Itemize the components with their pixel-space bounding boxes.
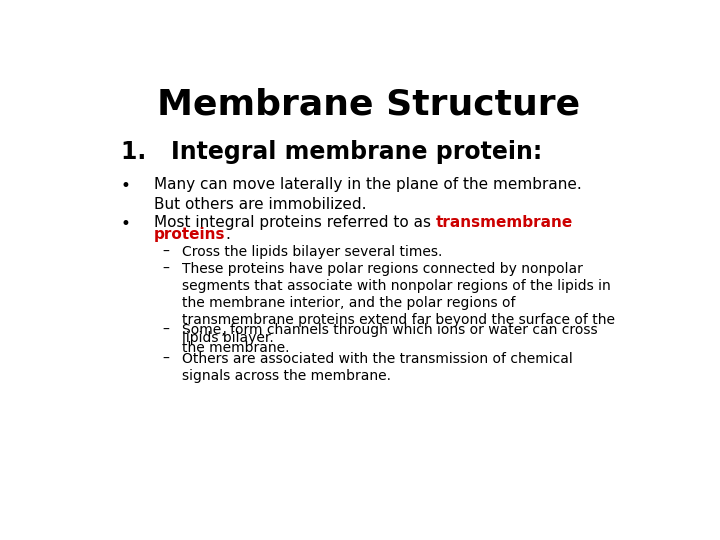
- Text: transmembrane: transmembrane: [436, 215, 573, 231]
- Text: –: –: [163, 261, 169, 275]
- Text: proteins: proteins: [154, 227, 225, 242]
- Text: –: –: [163, 323, 169, 337]
- Text: •: •: [121, 177, 130, 195]
- Text: Some, form channels through which ions or water can cross
the membrane.: Some, form channels through which ions o…: [182, 323, 598, 355]
- Text: –: –: [163, 352, 169, 366]
- Text: Cross the lipids bilayer several times.: Cross the lipids bilayer several times.: [182, 245, 443, 259]
- Text: 1.   Integral membrane protein:: 1. Integral membrane protein:: [121, 140, 542, 164]
- Text: •: •: [121, 215, 130, 233]
- Text: Others are associated with the transmission of chemical
signals across the membr: Others are associated with the transmiss…: [182, 352, 573, 383]
- Text: –: –: [163, 245, 169, 259]
- Text: These proteins have polar regions connected by nonpolar
segments that associate : These proteins have polar regions connec…: [182, 261, 615, 345]
- Text: Many can move laterally in the plane of the membrane.
But others are immobilized: Many can move laterally in the plane of …: [154, 177, 582, 212]
- Text: .: .: [225, 227, 230, 242]
- Text: Most integral proteins referred to as: Most integral proteins referred to as: [154, 215, 436, 231]
- Text: Membrane Structure: Membrane Structure: [158, 87, 580, 122]
